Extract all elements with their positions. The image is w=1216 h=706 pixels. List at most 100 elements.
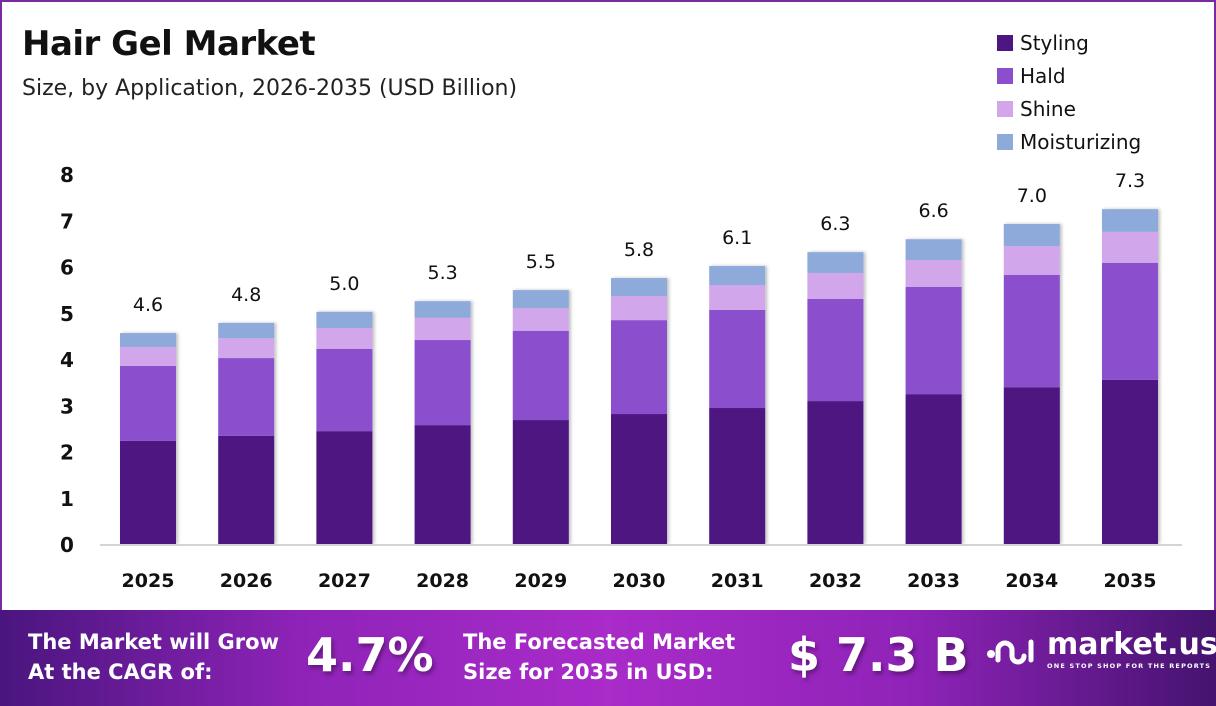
bar-segment-hald (807, 298, 864, 402)
bar-stack-2033 (905, 239, 962, 544)
bar-stack-2031 (709, 266, 766, 544)
bar-segment-styling (807, 401, 864, 544)
y-tick-label: 1 (60, 487, 74, 511)
legend-label: Shine (1020, 96, 1076, 121)
bar-segment-moisturizing (316, 311, 373, 329)
bar-segment-hald (1102, 262, 1158, 380)
bar-segment-hald (512, 330, 569, 421)
legend-item-hald: Hald (997, 59, 1141, 92)
bar-segment-shine (905, 260, 962, 287)
x-tick-label: 2029 (514, 570, 567, 592)
bar-segment-moisturizing (120, 333, 176, 347)
bar-segment-moisturizing (218, 322, 275, 339)
y-tick-label: 8 (60, 163, 74, 187)
x-tick-label: 2034 (1005, 570, 1058, 592)
x-tick-label: 2027 (318, 570, 371, 592)
legend-item-shine: Shine (997, 92, 1141, 125)
bar-segment-shine (709, 285, 766, 310)
bar-segment-moisturizing (512, 290, 569, 309)
bar-segment-hald (414, 340, 471, 426)
legend-item-moisturizing: Moisturizing (997, 125, 1141, 158)
legend-swatch-styling (997, 34, 1013, 51)
bar-segment-styling (611, 414, 667, 544)
bar-segment-moisturizing (1102, 209, 1158, 232)
y-tick-label: 7 (60, 209, 74, 233)
bar-segment-styling (316, 431, 373, 544)
x-tick-label: 2028 (416, 570, 469, 592)
bar-segment-moisturizing (1003, 223, 1060, 247)
x-tick-label: 2035 (1104, 570, 1157, 592)
bar-stack-2025 (120, 333, 176, 544)
x-tick-label: 2031 (711, 570, 764, 592)
y-tick-label: 5 (60, 302, 74, 326)
bars (120, 209, 1158, 544)
bar-segment-shine (1102, 231, 1158, 263)
chart-subtitle: Size, by Application, 2026-2035 (USD Bil… (22, 76, 518, 101)
bar-stack-2030 (611, 278, 667, 544)
bar-segment-styling (1102, 379, 1158, 544)
legend-label: Hald (1020, 63, 1066, 88)
bar-segment-moisturizing (807, 252, 864, 273)
forecast-value: $ 7.3 B (788, 628, 969, 682)
bar-segment-shine (807, 272, 864, 299)
total-label: 5.8 (624, 239, 654, 261)
legend-label: Moisturizing (1020, 129, 1142, 154)
bar-segment-styling (709, 408, 766, 544)
y-tick-label: 2 (60, 441, 74, 465)
brand-logo: market.us ONE STOP SHOP FOR THE REPORTS (985, 630, 1216, 670)
total-label: 6.1 (722, 227, 752, 249)
bar-segment-styling (512, 420, 569, 544)
y-tick-label: 6 (60, 256, 74, 280)
total-label: 5.0 (329, 273, 359, 295)
bar-segment-hald (611, 320, 667, 415)
bar-segment-shine (414, 317, 471, 341)
bar-segment-shine (1003, 246, 1060, 275)
cagr-label: The Market will Grow At the CAGR of: (28, 627, 279, 687)
bar-segment-hald (905, 286, 962, 395)
total-label: 7.3 (1115, 170, 1145, 192)
bar-segment-moisturizing (611, 278, 667, 297)
bar-segment-shine (512, 308, 569, 331)
bar-segment-styling (414, 425, 471, 544)
bar-stack-2026 (218, 322, 275, 544)
bar-segment-hald (1003, 274, 1060, 388)
cagr-label-line2: At the CAGR of: (28, 660, 213, 684)
market-us-logo-icon (987, 639, 1034, 665)
legend: Styling Hald Shine Moisturizing (997, 26, 1141, 158)
bar-segment-shine (611, 296, 667, 321)
x-axis: 2025 2026 2027 2028 2029 2030 2031 2032 2033 2034… (122, 570, 1157, 592)
bar-segment-moisturizing (414, 301, 471, 318)
total-label: 4.8 (231, 284, 261, 306)
y-axis: 0 1 2 3 4 5 6 7 8 (60, 163, 74, 557)
y-tick-label: 0 (60, 533, 74, 557)
y-tick-label: 3 (60, 394, 74, 418)
bar-stack-2035 (1102, 209, 1158, 544)
legend-swatch-shine (997, 100, 1013, 117)
bar-segment-shine (316, 328, 373, 349)
legend-swatch-hald (997, 67, 1013, 84)
total-label: 7.0 (1017, 185, 1047, 207)
x-tick-label: 2025 (122, 570, 175, 592)
brand-tagline: ONE STOP SHOP FOR THE REPORTS (1047, 662, 1212, 670)
bar-stack-2029 (512, 290, 569, 544)
bar-stack-2034 (1003, 223, 1060, 544)
bar-segment-styling (905, 394, 962, 544)
total-label: 5.3 (427, 262, 457, 284)
forecast-label-line2: Size for 2035 in USD: (463, 660, 714, 684)
forecast-label: The Forecasted Market Size for 2035 in U… (463, 627, 735, 687)
cagr-value: 4.7% (306, 628, 434, 682)
legend-item-styling: Styling (997, 26, 1141, 59)
bar-segment-shine (218, 338, 275, 359)
bar-segment-shine (120, 346, 176, 366)
bar-segment-hald (316, 348, 373, 432)
bar-stack-2027 (316, 311, 373, 544)
total-label: 6.6 (918, 200, 948, 222)
total-label: 5.5 (526, 251, 556, 273)
x-tick-label: 2033 (907, 570, 960, 592)
x-tick-label: 2030 (613, 570, 666, 592)
total-labels: 4.6 4.8 5.0 5.3 5.5 5.8 6.1 6.3 6.6 7.0 7.3 (133, 170, 1145, 316)
legend-swatch-moisturizing (997, 133, 1013, 150)
bar-segment-styling (120, 440, 176, 544)
x-tick-label: 2032 (809, 570, 862, 592)
